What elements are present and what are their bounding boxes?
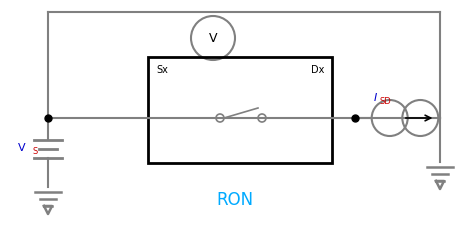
Text: V: V [209,31,217,44]
Text: S: S [32,148,37,157]
Text: SD: SD [380,97,392,106]
Bar [148,57,332,163]
Text: Dx: Dx [311,65,324,75]
Text: Sx: Sx [156,65,168,75]
Text: I: I [374,93,377,103]
Text: V: V [18,143,26,153]
Text: RON: RON [217,191,253,209]
